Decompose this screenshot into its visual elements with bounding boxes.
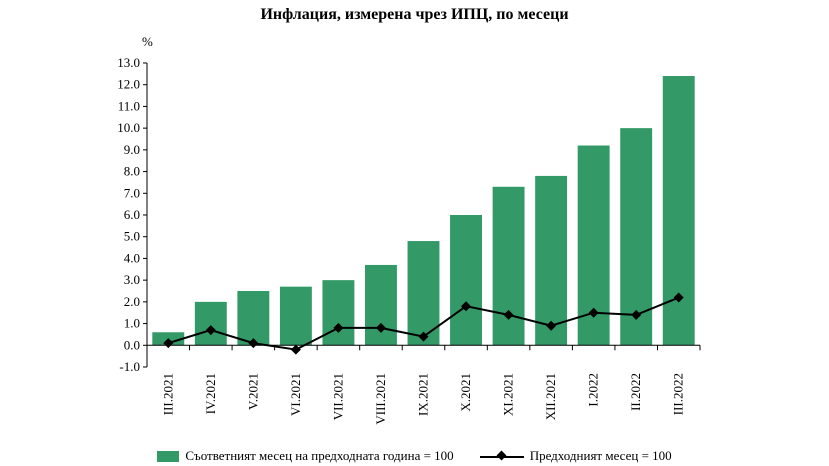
x-tick-label: IX.2021 bbox=[416, 373, 431, 416]
chart-plot: % -1.0 0.0 1.0 2.0 3.0 4.0 5.0 6.0 7.0 8.0 9.0 10.0… bbox=[117, 34, 701, 425]
bar-VII.2021 bbox=[322, 280, 355, 346]
y-tick-label: 13.0 bbox=[117, 55, 140, 70]
bars-layer bbox=[152, 76, 695, 346]
bar-X.2021 bbox=[450, 215, 482, 346]
x-tick-label: IV.2021 bbox=[203, 373, 218, 414]
x-tick-label: XII.2021 bbox=[543, 373, 558, 420]
line-point-III.2022 bbox=[673, 292, 684, 303]
y-tick-label: 10.0 bbox=[117, 120, 140, 135]
bar-II.2022 bbox=[620, 128, 653, 346]
x-tick-label: XI.2021 bbox=[501, 373, 516, 416]
bar-IV.2021 bbox=[194, 301, 227, 346]
line-point-VIII.2021 bbox=[375, 322, 386, 333]
x-tick-label: III.2021 bbox=[160, 373, 175, 415]
x-tick-label: VIII.2021 bbox=[373, 373, 388, 425]
legend-item-bar-series: Съответният месец на предходната година … bbox=[157, 448, 454, 464]
legend-item-line-series: Предходният месец = 100 bbox=[479, 448, 672, 464]
y-tick-label: -1.0 bbox=[119, 359, 140, 374]
y-tick-label: 5.0 bbox=[124, 229, 140, 244]
bar-III.2022 bbox=[662, 76, 695, 346]
bar-VI.2021 bbox=[279, 286, 312, 346]
y-tick-label: 2.0 bbox=[124, 294, 140, 309]
bar-VIII.2021 bbox=[365, 264, 397, 346]
y-axis-unit-label: % bbox=[142, 34, 153, 49]
bar-XI.2021 bbox=[492, 186, 525, 346]
x-tick-label: X.2021 bbox=[458, 373, 473, 412]
x-tick-label: I.2022 bbox=[586, 373, 601, 407]
y-tick-label: 12.0 bbox=[117, 77, 140, 92]
y-tick-label: 0.0 bbox=[124, 337, 140, 352]
x-tick-label: V.2021 bbox=[245, 373, 260, 410]
y-tick-label: 4.0 bbox=[124, 250, 140, 265]
y-tick-label: 11.0 bbox=[118, 98, 140, 113]
legend: Съответният месец на предходната година … bbox=[0, 448, 829, 464]
line-point-IX.2021 bbox=[418, 331, 429, 342]
y-tick-label: 3.0 bbox=[124, 272, 140, 287]
x-tick-label: II.2022 bbox=[628, 373, 643, 411]
line-point-V.2021 bbox=[248, 338, 259, 349]
y-tick-label: 1.0 bbox=[124, 316, 140, 331]
line-point-VII.2021 bbox=[333, 322, 344, 333]
chart-title: Инфлация, измерена чрез ИПЦ, по месеци bbox=[260, 6, 569, 23]
legend-bar-label: Съответният месец на предходната година … bbox=[185, 448, 454, 463]
y-tick-label: 8.0 bbox=[124, 164, 140, 179]
ticks-layer: -1.0 0.0 1.0 2.0 3.0 4.0 5.0 6.0 7.0 8.0 9.0 10.0 11… bbox=[117, 55, 701, 425]
y-tick-label: 9.0 bbox=[124, 142, 140, 157]
y-tick-label: 6.0 bbox=[124, 207, 140, 222]
line-point-XII.2021 bbox=[546, 320, 557, 331]
line-point-X.2021 bbox=[461, 301, 472, 312]
x-tick-label: III.2022 bbox=[671, 373, 686, 415]
line-point-IV.2021 bbox=[205, 325, 216, 336]
line-point-II.2022 bbox=[631, 309, 642, 320]
bar-XII.2021 bbox=[535, 175, 568, 346]
bar-V.2021 bbox=[237, 291, 270, 346]
x-tick-label: VI.2021 bbox=[288, 373, 303, 416]
line-layer bbox=[163, 292, 684, 355]
legend-line-label: Предходният месец = 100 bbox=[529, 448, 672, 463]
line-point-VI.2021 bbox=[290, 344, 301, 355]
legend-line-swatch bbox=[479, 451, 524, 462]
x-tick-label: VII.2021 bbox=[330, 373, 345, 420]
line-point-III.2021 bbox=[163, 338, 174, 349]
line-point-XI.2021 bbox=[503, 309, 514, 320]
line-point-I.2022 bbox=[588, 307, 599, 318]
y-tick-label: 7.0 bbox=[124, 185, 140, 200]
legend-bar-swatch bbox=[157, 450, 180, 462]
